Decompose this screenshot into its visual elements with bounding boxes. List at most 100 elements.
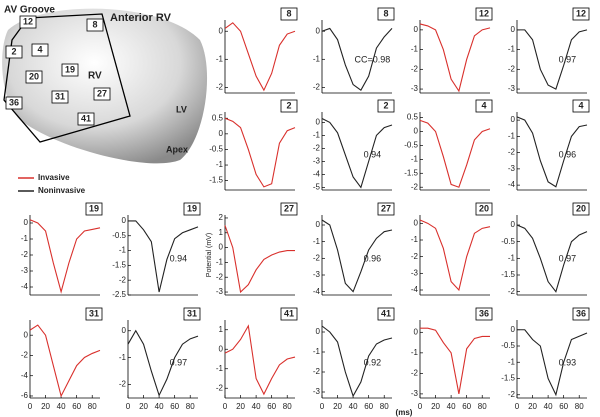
legend-label: Noninvasive (38, 186, 86, 195)
y-tick-label: -2 (313, 82, 321, 91)
cc-annotation: 0.97 (170, 357, 188, 367)
y-tick-label: -3 (216, 287, 224, 296)
y-tick-label: -2 (313, 253, 321, 262)
y-tick-label: 2 (219, 213, 224, 222)
y-tick-label: -1.5 (404, 168, 418, 177)
site-box (377, 99, 395, 113)
y-tick-label: -2 (313, 367, 321, 376)
site-label: 2 (286, 100, 291, 110)
y-tick-label: -1 (411, 154, 419, 163)
site-label: 12 (23, 16, 33, 26)
trace (420, 327, 490, 394)
y-tick-label: -3 (411, 389, 419, 398)
y-tick-label: -3 (411, 84, 419, 93)
y-tick-label: 0 (219, 129, 224, 138)
y-tick-label: -0.5 (404, 141, 418, 150)
trace (516, 116, 588, 188)
site-label: 41 (381, 308, 391, 318)
site-box (85, 307, 103, 321)
cc-annotation: 0.94 (170, 253, 188, 263)
site-label: 20 (576, 203, 586, 213)
y-tick-label: -2 (411, 64, 419, 73)
y-tick-label: 0 (414, 327, 419, 336)
x-tick-label: 20 (41, 402, 50, 411)
site-box (377, 7, 395, 21)
y-tick-label: -1 (508, 253, 516, 262)
y-tick-label: -2 (119, 380, 127, 389)
y-tick-label: 1 (219, 228, 224, 237)
site-box (572, 99, 590, 113)
site-label: 4 (578, 100, 583, 110)
site-box (19, 15, 37, 29)
y-tick-label: -1 (508, 45, 516, 54)
y-tick-label: -2 (313, 144, 321, 153)
y-tick-label: 0 (316, 327, 321, 336)
y-tick-label: -3 (313, 157, 321, 166)
y-tick-label: -2 (411, 368, 419, 377)
y-tick-label: -6 (21, 391, 29, 400)
y-tick-label: -1 (313, 237, 321, 246)
cc-annotation: 0.97 (559, 253, 577, 263)
trace (517, 329, 588, 397)
x-tick-label: 40 (57, 402, 66, 411)
y-tick-label: -2 (508, 390, 516, 399)
y-tick-label: -2 (411, 252, 419, 261)
y-tick-label: 0 (219, 344, 224, 353)
x-tick-label: 60 (364, 402, 373, 411)
charts: 0-1-280-1-28CC=0.980-1-2-3120-1-2-3120.9… (21, 7, 590, 417)
y-tick-label: -1 (216, 160, 224, 169)
site-label: 41 (284, 308, 294, 318)
trace (224, 22, 296, 92)
y-tick-label: -1 (216, 364, 224, 373)
cc-annotation: 0.96 (364, 253, 382, 263)
site-label: 36 (9, 97, 19, 107)
y-tick-label: 0 (511, 25, 516, 34)
y-tick-label: -1 (21, 234, 29, 243)
site-label: 36 (479, 308, 489, 318)
trace (516, 224, 588, 293)
x-tick-label: 60 (267, 402, 276, 411)
y-tick-label: 0 (511, 220, 516, 229)
site-box (31, 43, 49, 57)
trace (224, 324, 296, 396)
y-tick-label: -3 (411, 268, 419, 277)
site-label: 19 (89, 203, 99, 213)
x-tick-label: 40 (155, 402, 164, 411)
site-box (572, 307, 590, 321)
site-label: 8 (286, 8, 291, 18)
x-tick-label: 60 (559, 402, 568, 411)
y-tick-label: -4 (21, 371, 29, 380)
trace (517, 29, 588, 90)
region-label: LV (176, 104, 187, 114)
y-tick-label: -2 (411, 182, 419, 191)
x-tick-label: 80 (478, 402, 487, 411)
y-tick-label: -2 (119, 275, 127, 284)
site-label: 8 (383, 8, 388, 18)
y-tick-label: 0 (219, 26, 224, 35)
site-label: 27 (284, 203, 294, 213)
site-box (280, 99, 298, 113)
y-tick-label: 0 (316, 118, 321, 127)
x-tick-label: 0 (28, 402, 33, 411)
trace (419, 119, 491, 188)
site-box (85, 202, 103, 216)
y-tick-label: 0 (316, 220, 321, 229)
y-tick-label: -0.5 (112, 231, 126, 240)
site-box (377, 307, 395, 321)
y-tick-label: -1 (411, 348, 419, 357)
y-tick-label: -2 (216, 272, 224, 281)
x-tick-label: 60 (170, 402, 179, 411)
site-box (475, 307, 493, 321)
site-box (5, 96, 23, 110)
region-label: RV (88, 71, 102, 82)
region-label: AV Groove (4, 5, 55, 16)
y-tick-label: -2 (508, 64, 516, 73)
site-box (280, 307, 298, 321)
trace (29, 324, 101, 398)
y-tick-label: -1.5 (501, 374, 515, 383)
y-tick-label: -0.5 (501, 237, 515, 246)
y-tick-label: 1 (219, 325, 224, 334)
site-label: 41 (81, 113, 91, 123)
y-tick-label: -3 (508, 164, 516, 173)
